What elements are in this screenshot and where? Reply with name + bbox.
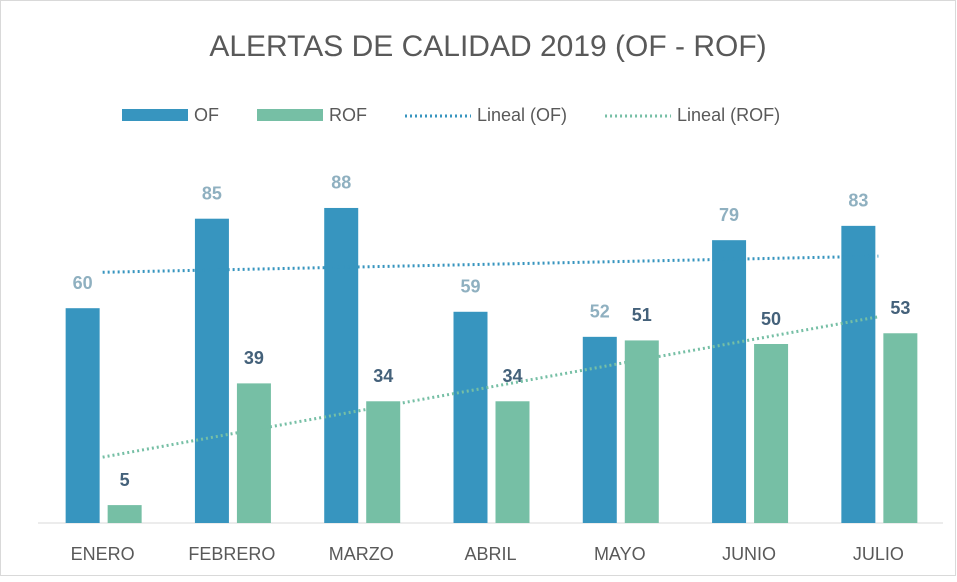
x-tick-label: JULIO [853, 544, 904, 564]
legend-label: Lineal (ROF) [677, 105, 780, 125]
bar [624, 340, 659, 523]
bar [712, 240, 747, 523]
data-label: 5 [120, 470, 130, 490]
bar [194, 218, 229, 523]
x-tick-label: ENERO [71, 544, 135, 564]
trendline [102, 254, 879, 274]
data-label: 59 [460, 277, 480, 297]
data-label: 34 [373, 366, 393, 386]
trendline [102, 315, 879, 459]
bar [754, 344, 789, 523]
bar [236, 383, 271, 523]
bar [495, 401, 530, 523]
bar [324, 207, 359, 523]
x-tick-label: JUNIO [722, 544, 776, 564]
legend-label: Lineal (OF) [477, 105, 567, 125]
bar [366, 401, 401, 523]
bar [65, 308, 100, 523]
x-tick-label: FEBRERO [188, 544, 275, 564]
data-label: 60 [73, 273, 93, 293]
data-label: 50 [761, 309, 781, 329]
legend-swatch [122, 109, 188, 121]
legend-swatch [257, 109, 323, 121]
data-label: 51 [632, 305, 652, 325]
bar [841, 225, 876, 524]
data-label: 83 [848, 191, 868, 211]
legend-label: ROF [329, 105, 367, 125]
data-label: 85 [202, 183, 222, 203]
data-label: 39 [244, 348, 264, 368]
x-tick-label: MARZO [329, 544, 394, 564]
data-label: 79 [719, 205, 739, 225]
data-label: 52 [590, 302, 610, 322]
data-label: 53 [890, 298, 910, 318]
x-tick-label: MAYO [594, 544, 646, 564]
bar [582, 336, 617, 523]
chart-title: ALERTAS DE CALIDAD 2019 (OF - ROF) [209, 30, 766, 63]
bar [453, 311, 488, 523]
x-tick-label: ABRIL [464, 544, 516, 564]
data-label: 88 [331, 173, 351, 193]
bar [107, 505, 142, 523]
legend-label: OF [194, 105, 219, 125]
bar [883, 333, 918, 523]
